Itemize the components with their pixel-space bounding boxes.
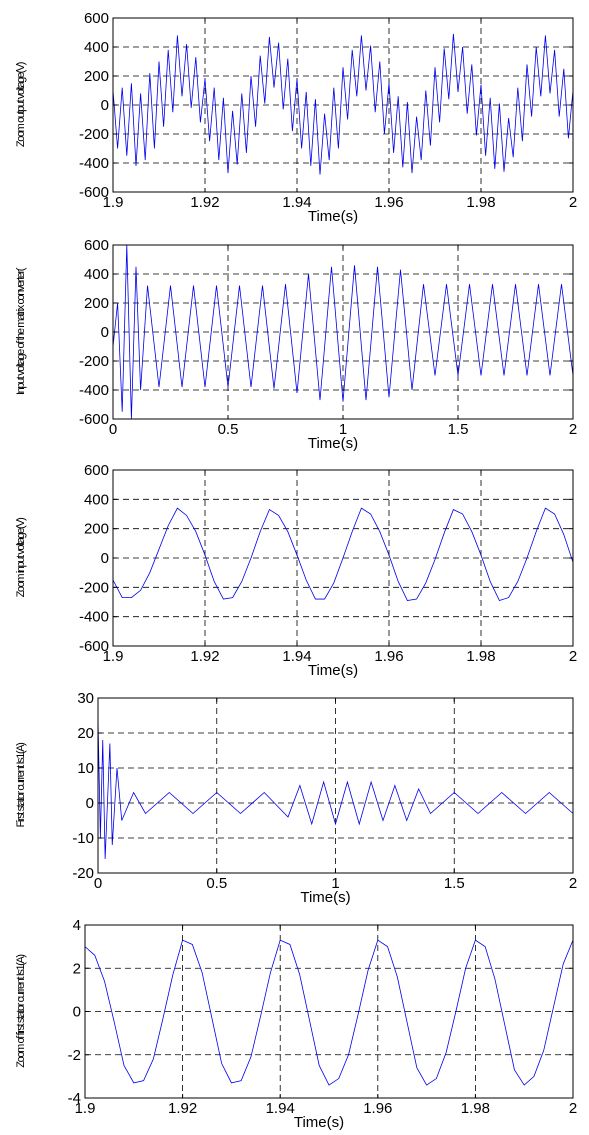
y-axis-label: Input voltage of the matrix converter(	[15, 267, 27, 395]
x-tick-label: 1.98	[466, 194, 495, 211]
y-tick-label: -600	[79, 411, 109, 428]
x-tick-label: 2	[569, 194, 577, 211]
y-tick-label: 0	[86, 795, 94, 812]
x-axis-label: Time(s)	[308, 662, 358, 679]
signal-line	[97, 718, 574, 860]
y-tick-label: 200	[84, 295, 109, 312]
signal-line	[112, 507, 574, 602]
x-tick-label: 2	[569, 421, 577, 438]
y-tick-label: 10	[77, 760, 94, 777]
y-tick-label: -400	[79, 155, 109, 172]
y-tick-label: 30	[77, 690, 94, 707]
y-tick-label: -2	[68, 1047, 81, 1064]
x-axis-label: Time(s)	[294, 1114, 344, 1131]
y-tick-label: 0	[101, 550, 109, 567]
x-tick-label: 1.92	[190, 194, 219, 211]
x-tick-label: 1.94	[282, 194, 311, 211]
x-tick-label: 0	[94, 875, 102, 892]
y-tick-label: -400	[79, 382, 109, 399]
x-tick-label: 2	[569, 1100, 577, 1117]
x-tick-label: 1.5	[448, 421, 469, 438]
x-tick-label: 1.98	[466, 648, 495, 665]
plot-frame	[97, 697, 574, 874]
y-tick-label: 200	[84, 521, 109, 538]
y-axis-label: Zoom input voltage(V)	[15, 518, 27, 598]
zoom-stator-current-chart: 1.9 1.92 1.94 1.96 1.98 2 -4 -2 0 2 4 Time(s) Zoom o…	[15, 917, 577, 1131]
x-tick-label: 1.9	[103, 194, 124, 211]
y-tick-label: 200	[84, 68, 109, 85]
y-tick-label: -400	[79, 609, 109, 626]
x-tick-label: 1.9	[103, 648, 124, 665]
x-tick-label: 1.96	[363, 1100, 392, 1117]
y-tick-label: 400	[84, 491, 109, 508]
stator-current-chart: 0 0.5 1 1.5 2 -20 -10 0 10 20 30 Time(s) First stato…	[15, 690, 577, 906]
y-tick-label: -10	[72, 830, 94, 847]
y-tick-label: 0	[101, 324, 109, 341]
y-tick-label: -600	[79, 184, 109, 201]
x-tick-label: 1	[331, 875, 339, 892]
matrix-input-voltage-chart: 0 0.5 1 1.5 2 -600 -400 -200 0 200 400 600 Time(s) In…	[15, 237, 577, 452]
x-tick-label: 0	[109, 421, 117, 438]
x-tick-label: 0.5	[206, 875, 227, 892]
zoom-output-voltage-chart: 1.9 1.92 1.94 1.96 1.98 2 -600 -400 -200 0 200 400 6…	[15, 10, 577, 225]
x-tick-label: 1	[339, 421, 347, 438]
signal-line	[112, 244, 574, 420]
y-tick-label: 2	[73, 960, 81, 977]
y-tick-label: 400	[84, 39, 109, 56]
signal-line	[112, 33, 574, 175]
y-tick-label: 600	[84, 10, 109, 27]
y-tick-label: -20	[72, 865, 94, 882]
x-tick-label: 1.96	[374, 648, 403, 665]
y-tick-label: 600	[84, 237, 109, 254]
x-tick-label: 2	[569, 875, 577, 892]
y-tick-label: 0	[73, 1004, 81, 1021]
y-tick-label: 4	[73, 917, 81, 934]
y-tick-label: -200	[79, 353, 109, 370]
x-tick-label: 1.94	[282, 648, 311, 665]
x-axis-label: Time(s)	[308, 435, 358, 452]
x-tick-label: 1.9	[75, 1100, 96, 1117]
x-axis-label: Time(s)	[300, 889, 350, 906]
y-tick-label: 0	[101, 97, 109, 114]
x-tick-label: 1.5	[444, 875, 465, 892]
y-tick-label: 600	[84, 462, 109, 479]
y-tick-label: -200	[79, 579, 109, 596]
signal-line	[84, 939, 574, 1086]
x-tick-label: 0.5	[218, 421, 239, 438]
x-tick-label: 1.94	[266, 1100, 295, 1117]
y-tick-label: 400	[84, 266, 109, 283]
y-tick-label: -600	[79, 638, 109, 655]
zoom-input-voltage-chart: 1.9 1.92 1.94 1.96 1.98 2 -600 -400 -200 0 200 400 6…	[15, 462, 577, 679]
x-tick-label: 2	[569, 648, 577, 665]
y-axis-label: Zoom of first stator current Is1(A)	[15, 955, 27, 1068]
x-tick-label: 1.98	[461, 1100, 490, 1117]
y-tick-label: -200	[79, 126, 109, 143]
y-tick-label: -4	[68, 1090, 81, 1107]
x-axis-label: Time(s)	[308, 208, 358, 225]
y-axis-label: Zoom output voltage(V)	[15, 62, 27, 147]
x-tick-label: 1.96	[374, 194, 403, 211]
y-axis-label: First stator current Is1(A)	[15, 743, 27, 828]
y-tick-label: 20	[77, 725, 94, 742]
x-tick-label: 1.92	[168, 1100, 197, 1117]
x-tick-label: 1.92	[190, 648, 219, 665]
